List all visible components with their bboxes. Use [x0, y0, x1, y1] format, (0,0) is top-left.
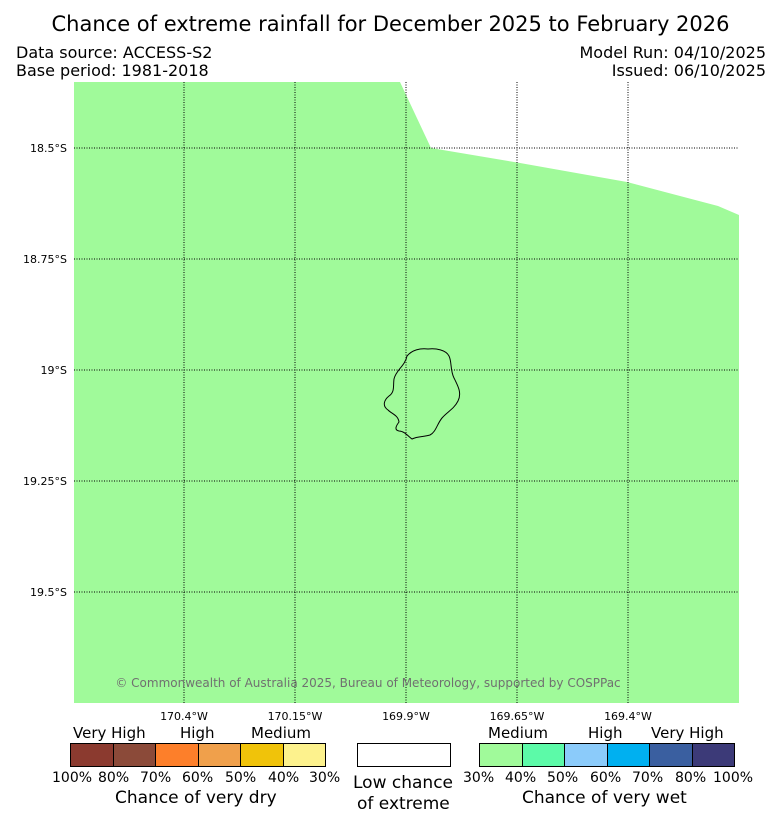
base-period: Base period: 1981-2018: [16, 61, 209, 80]
lat-label: 19°S: [41, 364, 67, 377]
dry-pct: 80%: [98, 770, 130, 786]
wet-level-medium: Medium: [488, 724, 548, 742]
lat-label: 18.75°S: [23, 253, 67, 266]
low-chance-caption: of extreme: [357, 794, 450, 814]
wet-swatch: [691, 743, 734, 767]
dry-swatch: [70, 743, 113, 767]
dry-color-bar: [70, 743, 326, 767]
copyright-notice: © Commonwealth of Australia 2025, Bureau…: [115, 676, 620, 690]
wet-pct: 60%: [590, 770, 622, 786]
dry-swatch: [282, 743, 325, 767]
dry-swatch: [155, 743, 198, 767]
dry-level-high: High: [180, 724, 215, 742]
dry-swatch: [197, 743, 240, 767]
wet-caption: Chance of very wet: [522, 788, 687, 808]
dry-swatch: [112, 743, 155, 767]
model-run: Model Run: 04/10/2025: [579, 43, 767, 62]
wet-level-very-high: Very High: [651, 724, 724, 742]
wet-pct: 30%: [463, 770, 495, 786]
dry-pct: 100%: [52, 770, 93, 786]
lon-label: 169.4°W: [604, 710, 652, 723]
low-chance-caption: Low chance: [353, 773, 453, 793]
dry-caption: Chance of very dry: [115, 788, 277, 808]
dry-pct: 70%: [140, 770, 172, 786]
wet-pct: 80%: [675, 770, 707, 786]
wet-swatch: [564, 743, 607, 767]
wet-pct: 40%: [505, 770, 537, 786]
lon-label: 170.15°W: [268, 710, 323, 723]
lon-label: 169.65°W: [490, 710, 545, 723]
dry-swatch: [240, 743, 283, 767]
data-source: Data source: ACCESS-S2: [16, 43, 213, 62]
lon-label: 170.4°W: [160, 710, 208, 723]
wet-level-high: High: [588, 724, 623, 742]
dry-pct: 30%: [309, 770, 341, 786]
dry-pct: 60%: [182, 770, 214, 786]
lat-label: 18.5°S: [30, 142, 67, 155]
dry-pct: 50%: [225, 770, 257, 786]
issued-date: Issued: 06/10/2025: [611, 61, 766, 80]
lat-label: 19.25°S: [23, 475, 67, 488]
wet-swatch: [606, 743, 649, 767]
low-chance-swatch: [357, 743, 451, 767]
wet-pct: 70%: [632, 770, 664, 786]
map-title: Chance of extreme rainfall for December …: [51, 12, 730, 36]
wet-swatch: [479, 743, 522, 767]
dry-pct: 40%: [268, 770, 300, 786]
wet-swatch: [521, 743, 564, 767]
dry-level-medium: Medium: [251, 724, 311, 742]
wet-swatch: [649, 743, 692, 767]
lon-label: 169.9°W: [382, 710, 430, 723]
dry-level-very-high: Very High: [73, 724, 146, 742]
grid: [74, 82, 739, 703]
wet-pct: 100%: [713, 770, 754, 786]
lat-label: 19.5°S: [30, 586, 67, 599]
wet-color-bar: [479, 743, 735, 767]
wet-pct: 50%: [547, 770, 579, 786]
island-outline: [383, 348, 461, 440]
